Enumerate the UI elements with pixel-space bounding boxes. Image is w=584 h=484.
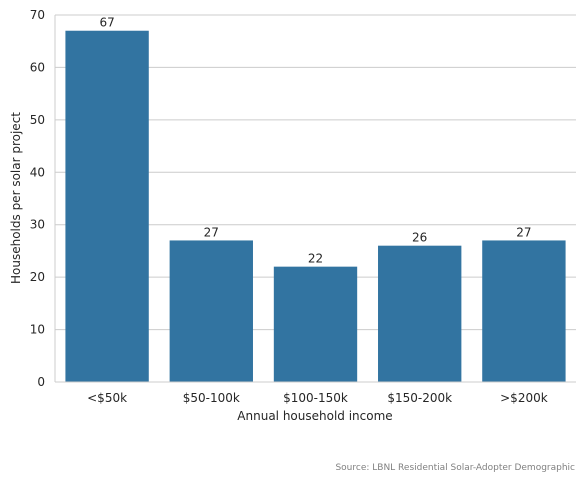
- x-tick-label: $100-150k: [283, 391, 348, 405]
- source-note: Source: LBNL Residential Solar-Adopter D…: [335, 463, 575, 473]
- y-tick-label: 60: [30, 60, 45, 74]
- x-tick-label: <$50k: [87, 391, 127, 405]
- y-tick-label: 10: [30, 323, 45, 337]
- y-tick-label: 20: [30, 270, 45, 284]
- bar-value-label: 27: [516, 225, 531, 239]
- y-tick-label: 40: [30, 165, 45, 179]
- bar-value-label: 67: [99, 16, 114, 30]
- bar: [378, 245, 462, 382]
- y-tick-label: 30: [30, 218, 45, 232]
- bar: [169, 240, 253, 382]
- bar-value-label: 22: [308, 252, 323, 266]
- y-tick-label: 0: [37, 375, 45, 389]
- axes: [54, 15, 576, 383]
- x-tick-label: >$200k: [500, 391, 548, 405]
- labels: 0 10 20 30 40 50 60 70 67 <$50k 27 $50-100k 22 $100-1…: [30, 8, 548, 405]
- bar: [65, 30, 149, 382]
- bar-value-label: 27: [204, 225, 219, 239]
- bar-value-label: 26: [412, 231, 427, 245]
- x-tick-label: $150-200k: [387, 391, 452, 405]
- bar: [273, 266, 358, 382]
- bar: [482, 240, 566, 382]
- y-tick-label: 70: [30, 8, 45, 22]
- x-axis-label: Annual household income: [237, 409, 392, 423]
- y-tick-label: 50: [30, 113, 45, 127]
- bar-chart: 0 10 20 30 40 50 60 70 67 <$50k 27 $50-100k 22 $100-1…: [9, 8, 576, 423]
- bars: [65, 30, 566, 382]
- y-axis-label: Households per solar project: [9, 112, 23, 284]
- x-tick-label: $50-100k: [183, 391, 240, 405]
